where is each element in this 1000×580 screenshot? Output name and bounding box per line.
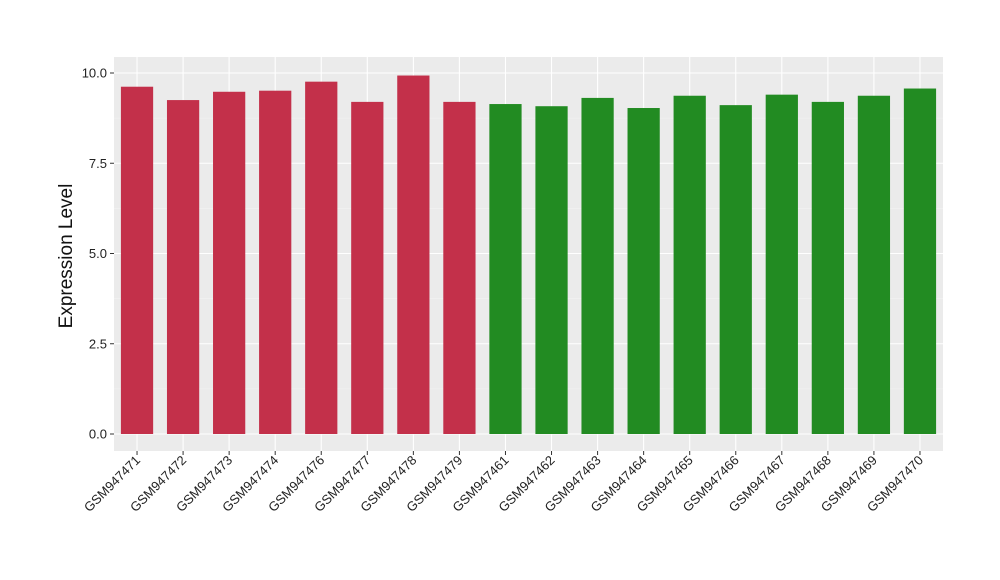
bar (213, 91, 246, 434)
bar (535, 106, 568, 434)
y-tick-label: 7.5 (89, 156, 107, 171)
y-tick-label: 10.0 (82, 66, 107, 81)
y-axis: 0.0 2.5 5.0 7.5 10.0 (82, 66, 114, 442)
bar (627, 108, 660, 434)
y-tick-label: 0.0 (89, 427, 107, 442)
bar (443, 101, 476, 434)
y-tick-label: 5.0 (89, 246, 107, 261)
bar (120, 86, 154, 434)
bar (397, 75, 430, 434)
bar (903, 88, 937, 434)
bar (857, 95, 891, 435)
bar (351, 101, 384, 434)
bar (719, 105, 752, 434)
bar (259, 90, 292, 435)
bar (581, 97, 614, 434)
bar (765, 94, 798, 434)
x-axis: GSM947471GSM947472GSM947473GSM947474GSM9… (81, 451, 926, 515)
y-axis-label: Expression Level (56, 184, 77, 329)
bar (305, 81, 338, 434)
bar (811, 101, 844, 434)
bar (166, 100, 200, 434)
bars (120, 75, 937, 435)
bar (673, 95, 706, 435)
y-tick-label: 2.5 (89, 336, 107, 351)
bar (489, 104, 522, 435)
